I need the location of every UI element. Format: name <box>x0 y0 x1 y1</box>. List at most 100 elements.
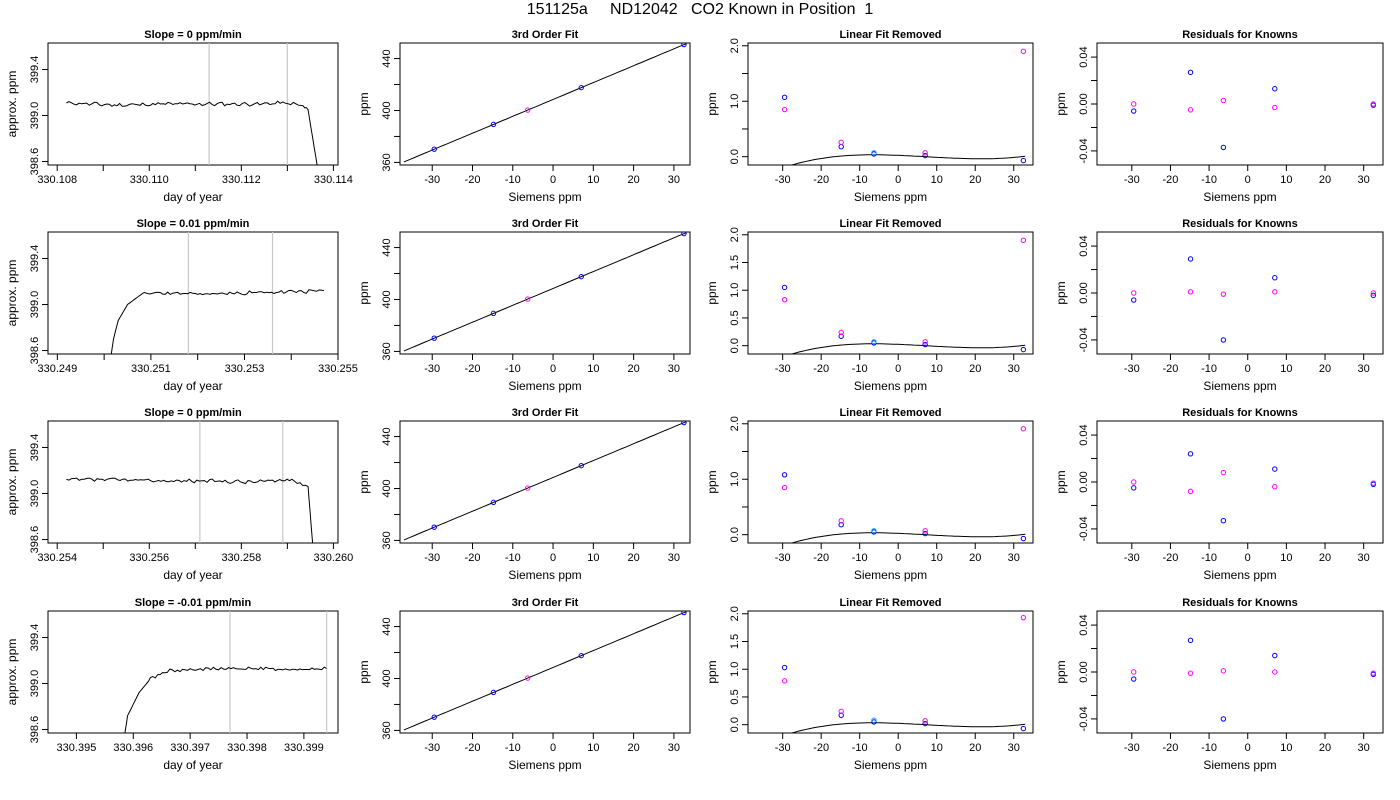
row1-fit-title: 3rd Order Fit <box>512 29 579 41</box>
row2-fit-xtick-label: 0 <box>550 363 556 375</box>
row2-residuals-panel: Residuals for Knowns -30 -20 -10 0 10 20 30 -0.0… <box>1054 218 1384 393</box>
row2-residuals-xtick-label: 30 <box>1358 363 1370 375</box>
row1-linfit-point-magenta <box>922 150 928 156</box>
row1-timeseries-xtick-label: 330.108 <box>37 174 77 186</box>
row2-fit-plot-area <box>403 232 687 352</box>
row2-timeseries-frame <box>47 231 339 355</box>
row3-linfit-xtick-label: 30 <box>1008 552 1020 564</box>
row3-fit-title: 3rd Order Fit <box>512 407 579 419</box>
row1-timeseries-title: Slope = 0 ppm/min <box>144 29 242 41</box>
row3-residuals-xlabel: Siemens ppm <box>1203 568 1276 582</box>
row3-residuals-xtick-label: -20 <box>1162 552 1178 564</box>
row2-residuals-xlabel: Siemens ppm <box>1203 379 1276 393</box>
row2-linfit-ytick-label: 1.5 <box>729 255 741 270</box>
row1-residuals-ytick-label: 0.00 <box>1078 93 1090 114</box>
row4-residuals-frame <box>1096 610 1384 734</box>
row2-fit-point-blue <box>490 310 497 317</box>
row1-linfit-xtick-label: 10 <box>931 174 943 186</box>
row1-fit-xtick-label: -10 <box>505 174 521 186</box>
row4-timeseries-ytick-label: 399.4 <box>29 624 41 652</box>
row4-linfit-ylabel: ppm <box>705 660 719 683</box>
row3-residuals-xtick-label: -10 <box>1201 552 1217 564</box>
row3-residuals-plot-area <box>1131 451 1377 524</box>
row2-linfit-ytick-label: 0.5 <box>729 310 741 325</box>
row1-linfit-ytick-label: 1.0 <box>729 94 741 109</box>
row4-fit-xtick-label: 0 <box>550 742 556 754</box>
row4-linfit-frame <box>747 610 1034 734</box>
row4-linfit-fit-line <box>790 722 1026 733</box>
row2-residuals-point-blue <box>1272 275 1278 281</box>
row2-fit-panel: 3rd Order Fit -30 -20 -10 0 10 20 30 360 400 440 Si… <box>357 218 691 393</box>
row4-residuals-plot-area <box>1131 637 1377 722</box>
row1-fit-point-blue <box>431 146 437 152</box>
row4-timeseries-xtick-label: 330.396 <box>113 742 153 754</box>
row2-linfit-xtick-label: 0 <box>895 363 901 375</box>
row2-linfit-ylabel: ppm <box>705 281 719 304</box>
row4-linfit-xlabel: Siemens ppm <box>854 758 927 772</box>
row1-timeseries-frame <box>47 42 339 166</box>
row1-residuals-ylabel: ppm <box>1054 92 1068 115</box>
row4-fit-xtick-label: 20 <box>627 742 639 754</box>
row1-residuals-frame <box>1096 42 1384 166</box>
row3-timeseries-ytick-label: 399.4 <box>29 434 41 462</box>
row3-linfit-xlabel: Siemens ppm <box>854 568 927 582</box>
row4-fit-ylabel: ppm <box>357 660 371 683</box>
row1-timeseries-ylabel: approx. ppm <box>5 71 19 138</box>
row2-fit-frame <box>399 231 691 355</box>
row4-linfit-point-blue <box>1020 725 1027 732</box>
row3-fit-frame <box>399 420 691 544</box>
row4-fit-xtick-label: -20 <box>465 742 481 754</box>
row1-linfit-point-magenta <box>781 106 788 113</box>
row3-residuals-xtick-label: 30 <box>1358 552 1370 564</box>
row1-residuals-point-blue <box>1187 69 1194 76</box>
row1-residuals-point-blue <box>1272 86 1278 92</box>
row1-linfit-point-blue <box>1020 157 1027 164</box>
row2-linfit-fit-line <box>790 343 1026 354</box>
row1-fit-ytick-label: 360 <box>381 153 393 171</box>
row2-linfit-point-magenta <box>838 329 844 336</box>
row2-fit-xtick-label: 10 <box>587 363 599 375</box>
row3-fit-plot-area <box>403 421 687 541</box>
row3-linfit-xtick-label: -10 <box>852 552 868 564</box>
row1-residuals-point-magenta <box>1187 107 1194 113</box>
row1-residuals-plot-area <box>1131 69 1377 151</box>
row2-linfit-point-magenta <box>781 296 788 303</box>
row4-fit-panel: 3rd Order Fit -30 -20 -10 0 10 20 30 360 400 440 Si… <box>357 597 691 772</box>
row4-linfit-xtick-label: 30 <box>1008 742 1020 754</box>
row4-timeseries-ytick-label: 398.6 <box>29 716 41 744</box>
row4-timeseries-trace <box>124 666 327 733</box>
row2-fit-xtick-label: -10 <box>505 363 521 375</box>
row1-residuals-xtick-label: 20 <box>1319 174 1331 186</box>
row1-residuals-xtick-label: -30 <box>1124 174 1140 186</box>
row1-linfit-plot-area <box>781 48 1027 165</box>
row4-linfit-xtick-label: -20 <box>813 742 829 754</box>
row2-fit-ytick-label: 360 <box>381 342 393 360</box>
row4-linfit-ytick-label: 0.5 <box>729 689 741 704</box>
row4-timeseries-title: Slope = -0.01 ppm/min <box>135 597 252 609</box>
row1-linfit-xtick-label: -10 <box>852 174 868 186</box>
row3-timeseries-xtick-label: 330.254 <box>37 552 77 564</box>
row3-linfit-fit-line <box>790 532 1026 543</box>
row3-timeseries-xtick-label: 330.260 <box>314 552 354 564</box>
row3-linfit-panel: Linear Fit Removed -30 -20 -10 0 10 20 30 0.0 1.0… <box>705 407 1034 582</box>
page-title: 151125a ND12042 CO2 Known in Position 1 <box>526 1 874 18</box>
row1-timeseries-xtick-label: 330.110 <box>130 174 169 186</box>
row4-fit-point-blue <box>431 714 437 720</box>
row1-fit-xtick-label: 30 <box>668 174 680 186</box>
row3-timeseries-panel: Slope = 0 ppm/min 330.254 330.256 330.258 33… <box>5 407 353 582</box>
row4-linfit-ytick-label: 2.0 <box>729 606 741 621</box>
row1-linfit-fit-line <box>790 154 1026 165</box>
row1-residuals-xlabel: Siemens ppm <box>1203 190 1276 204</box>
row3-linfit-point-cyan <box>871 528 877 534</box>
row2-residuals-point-blue <box>1220 337 1227 343</box>
row2-residuals-ylabel: ppm <box>1054 281 1068 304</box>
row4-fit-plot-area <box>403 611 687 731</box>
row4-linfit-point-magenta <box>1020 614 1027 621</box>
row3-linfit-xtick-label: -30 <box>775 552 791 564</box>
row1-fit-xtick-label: 20 <box>627 174 639 186</box>
row1-residuals-point-magenta <box>1220 97 1227 104</box>
row1-fit-point-blue <box>681 43 687 48</box>
row1-residuals-xtick-label: 0 <box>1245 174 1251 186</box>
row1-residuals-ytick-label: -0.04 <box>1078 138 1090 163</box>
